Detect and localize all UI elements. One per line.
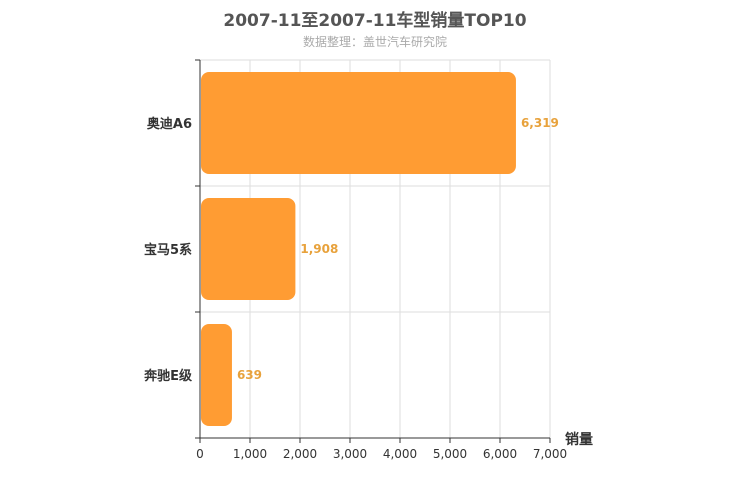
bar-3: [201, 324, 232, 426]
x-tick-label: 4,000: [383, 447, 417, 461]
bar-1: [201, 72, 516, 174]
x-tick-label: 1,000: [233, 447, 267, 461]
chart-title: 2007-11至2007-11车型销量TOP10: [223, 11, 527, 31]
x-tick-label: 2,000: [283, 447, 317, 461]
data-label: 1,908: [300, 242, 338, 256]
bar-2: [201, 198, 296, 300]
data-label: 6,319: [521, 116, 559, 130]
x-tick-label: 3,000: [333, 447, 367, 461]
x-tick-label: 7,000: [533, 447, 567, 461]
category-label: 奔驰E级: [143, 368, 193, 384]
x-tick-label: 6,000: [483, 447, 517, 461]
chart-subtitle: 数据整理：盖世汽车研究院: [302, 35, 447, 49]
category-label: 宝马5系: [144, 242, 192, 258]
data-label: 639: [237, 368, 262, 382]
category-label: 奥迪A6: [147, 116, 192, 132]
x-tick-label: 0: [196, 447, 204, 461]
x-tick-label: 5,000: [433, 447, 467, 461]
x-axis-title: 销量: [565, 431, 593, 448]
